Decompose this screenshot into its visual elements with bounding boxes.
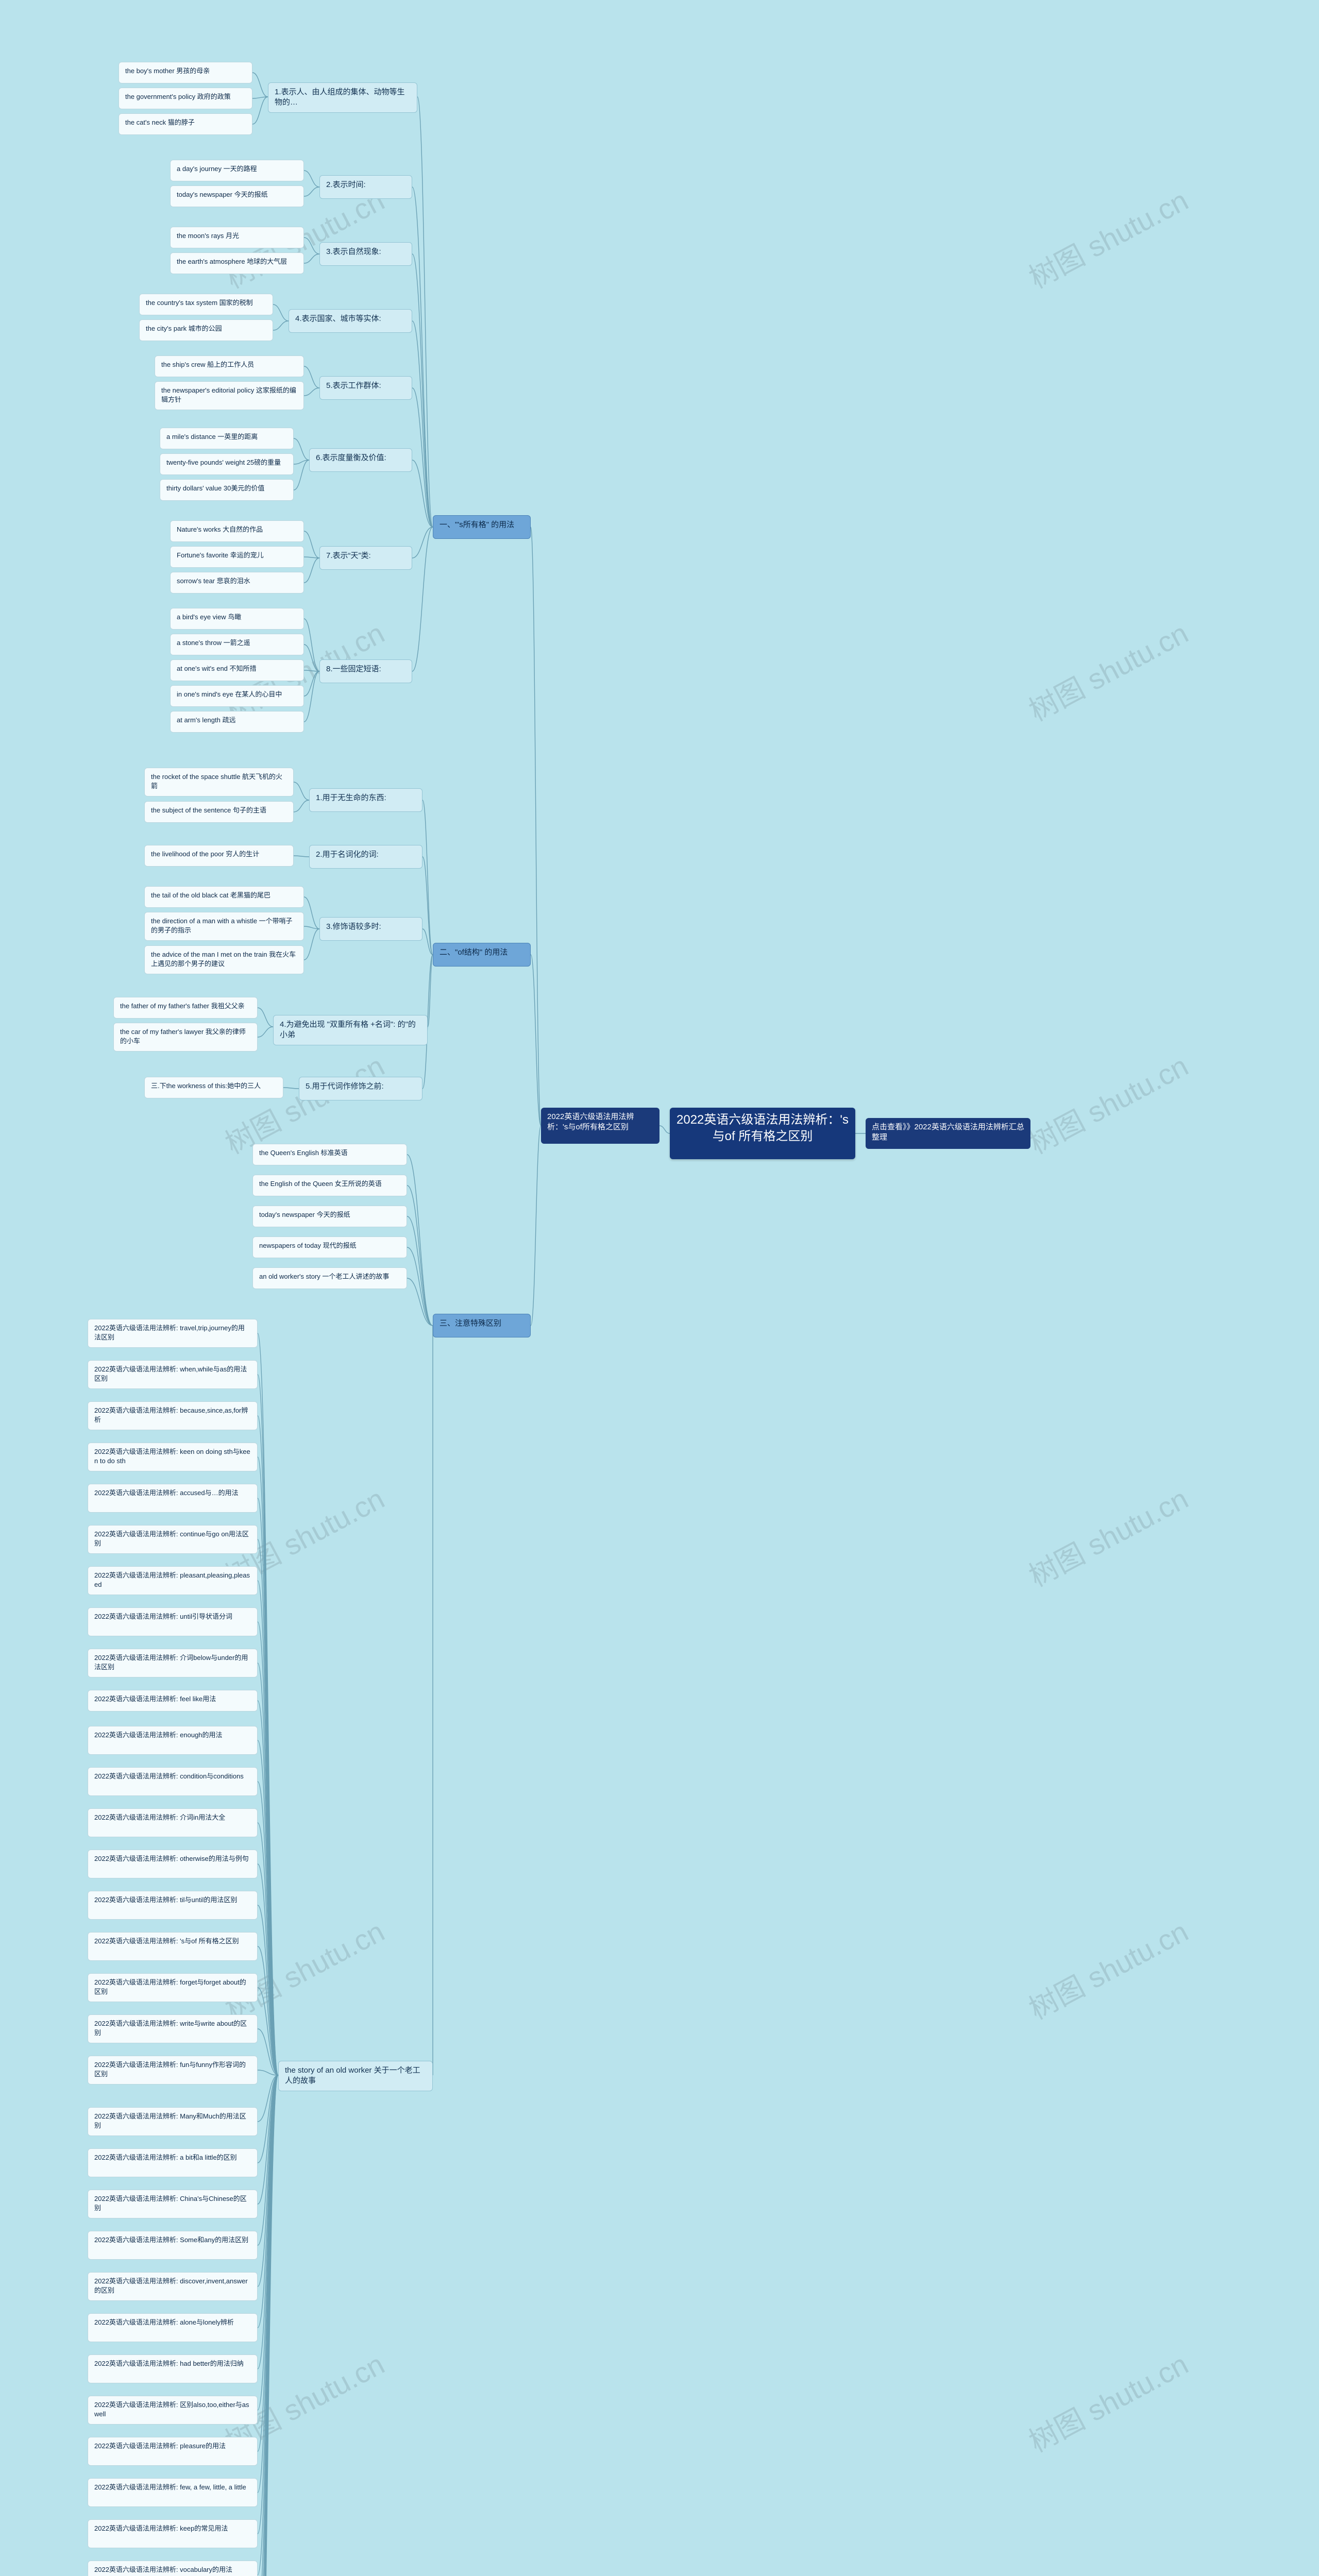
node-g1b[interactable]: the government's policy 政府的政策 xyxy=(119,88,252,109)
node-g7c[interactable]: sorrow's tear 悲哀的泪水 xyxy=(170,572,304,594)
node-g2a[interactable]: a day's journey 一天的路程 xyxy=(170,160,304,181)
watermark: 树图 shutu.cn xyxy=(1021,1476,1195,1595)
node-h3c[interactable]: the advice of the man I met on the train… xyxy=(144,945,304,974)
node-g6[interactable]: 6.表示度量衡及价值: xyxy=(309,448,412,472)
node-st[interactable]: the story of an old worker 关于一个老工人的故事 xyxy=(278,2061,433,2091)
node-h3[interactable]: 3.修饰语较多时: xyxy=(319,917,422,941)
node-h5a[interactable]: 三.下the workness of this:她中的三人 xyxy=(144,1077,283,1098)
node-r30[interactable]: 2022英语六级语法用法辨析: keep的常见用法 xyxy=(88,2519,258,2548)
node-r14[interactable]: 2022英语六级语法用法辨析: otherwise的用法与例句 xyxy=(88,1850,258,1878)
node-g5[interactable]: 5.表示工作群体: xyxy=(319,376,412,400)
node-h1[interactable]: 1.用于无生命的东西: xyxy=(309,788,422,812)
node-r29[interactable]: 2022英语六级语法用法辨析: few, a few, little, a li… xyxy=(88,2478,258,2507)
node-t3[interactable]: today's newspaper 今天的报纸 xyxy=(252,1206,407,1227)
node-h1b[interactable]: the subject of the sentence 句子的主语 xyxy=(144,801,294,823)
node-g3a[interactable]: the moon's rays 月光 xyxy=(170,227,304,248)
node-r11[interactable]: 2022英语六级语法用法辨析: enough的用法 xyxy=(88,1726,258,1755)
node-h4a[interactable]: the father of my father's father 我祖父父亲 xyxy=(113,997,258,1019)
node-r03[interactable]: 2022英语六级语法用法辨析: because,since,as,for辨析 xyxy=(88,1401,258,1430)
node-g3[interactable]: 3.表示自然现象: xyxy=(319,242,412,266)
node-g2[interactable]: 2.表示时间: xyxy=(319,175,412,199)
node-r23[interactable]: 2022英语六级语法用法辨析: Some和any的用法区别 xyxy=(88,2231,258,2260)
node-h2[interactable]: 2.用于名词化的词: xyxy=(309,845,422,869)
node-h4b[interactable]: the car of my father's lawyer 我父亲的律师的小车 xyxy=(113,1023,258,1052)
node-g4[interactable]: 4.表示国家、城市等实体: xyxy=(289,309,412,333)
node-g7a[interactable]: Nature's works 大自然的作品 xyxy=(170,520,304,542)
node-h4[interactable]: 4.为避免出现 "双重所有格 +名词": 的"的小弟 xyxy=(273,1015,428,1045)
watermark: 树图 shutu.cn xyxy=(1021,2342,1195,2461)
node-h5[interactable]: 5.用于代词作修饰之前: xyxy=(299,1077,422,1100)
node-r02[interactable]: 2022英语六级语法用法辨析: when,while与as的用法区别 xyxy=(88,1360,258,1389)
watermark: 树图 shutu.cn xyxy=(1021,178,1195,297)
node-g3b[interactable]: the earth's atmosphere 地球的大气层 xyxy=(170,252,304,274)
node-g1c[interactable]: the cat's neck 猫的脖子 xyxy=(119,113,252,135)
node-r28[interactable]: 2022英语六级语法用法辨析: pleasure的用法 xyxy=(88,2437,258,2466)
node-s2[interactable]: 二、"of结构" 的用法 xyxy=(433,943,531,967)
node-r19[interactable]: 2022英语六级语法用法辨析: fun与funny作形容词的区别 xyxy=(88,2056,258,2084)
node-g5a[interactable]: the ship's crew 船上的工作人员 xyxy=(155,355,304,377)
node-s1[interactable]: 一、"'s所有格" 的用法 xyxy=(433,515,531,539)
node-r13[interactable]: 2022英语六级语法用法辨析: 介词in用法大全 xyxy=(88,1808,258,1837)
node-r18[interactable]: 2022英语六级语法用法辨析: write与write about的区别 xyxy=(88,2014,258,2043)
node-r08[interactable]: 2022英语六级语法用法辨析: until引导状语分词 xyxy=(88,1607,258,1636)
node-g8a[interactable]: a bird's eye view 鸟瞰 xyxy=(170,608,304,630)
node-r24[interactable]: 2022英语六级语法用法辨析: discover,invent,answer的区… xyxy=(88,2272,258,2301)
node-t5[interactable]: an old worker's story 一个老工人讲述的故事 xyxy=(252,1267,407,1289)
node-r07[interactable]: 2022英语六级语法用法辨析: pleasant,pleasing,please… xyxy=(88,1566,258,1595)
node-r20[interactable]: 2022英语六级语法用法辨析: Many和Much的用法区别 xyxy=(88,2107,258,2136)
node-r04[interactable]: 2022英语六级语法用法辨析: keen on doing sth与keen t… xyxy=(88,1443,258,1471)
node-t1[interactable]: the Queen's English 标准英语 xyxy=(252,1144,407,1165)
node-r05[interactable]: 2022英语六级语法用法辨析: accused与…的用法 xyxy=(88,1484,258,1513)
node-g8[interactable]: 8.一些固定短语: xyxy=(319,659,412,683)
watermark: 树图 shutu.cn xyxy=(1021,1909,1195,2028)
node-g6c[interactable]: thirty dollars' value 30美元的价值 xyxy=(160,479,294,501)
node-r10[interactable]: 2022英语六级语法用法辨析: feel like用法 xyxy=(88,1690,258,1711)
node-t4[interactable]: newspapers of today 现代的报纸 xyxy=(252,1236,407,1258)
node-r06[interactable]: 2022英语六级语法用法辨析: continue与go on用法区别 xyxy=(88,1525,258,1554)
node-r17[interactable]: 2022英语六级语法用法辨析: forget与forget about的区别 xyxy=(88,1973,258,2002)
node-r25[interactable]: 2022英语六级语法用法辨析: alone与lonely辨析 xyxy=(88,2313,258,2342)
node-r15[interactable]: 2022英语六级语法用法辨析: til与until的用法区别 xyxy=(88,1891,258,1920)
node-h3b[interactable]: the direction of a man with a whistle 一个… xyxy=(144,912,304,941)
node-dup[interactable]: 2022英语六级语法用法辨析：'s与of所有格之区别 xyxy=(541,1108,660,1144)
watermark: 树图 shutu.cn xyxy=(1021,611,1195,730)
node-g1a[interactable]: the boy's mother 男孩的母亲 xyxy=(119,62,252,83)
node-g6b[interactable]: twenty-five pounds' weight 25磅的重量 xyxy=(160,453,294,475)
watermark: 树图 shutu.cn xyxy=(1021,1043,1195,1162)
node-h1a[interactable]: the rocket of the space shuttle 航天飞机的火箭 xyxy=(144,768,294,796)
node-g4a[interactable]: the country's tax system 国家的税制 xyxy=(139,294,273,315)
node-s3[interactable]: 三、注意特殊区别 xyxy=(433,1314,531,1337)
node-r01[interactable]: 2022英语六级语法用法辨析: travel,trip,journey的用法区别 xyxy=(88,1319,258,1348)
watermark: 树图 shutu.cn xyxy=(217,1909,391,2028)
node-r31[interactable]: 2022英语六级语法用法辨析: vocabulary的用法 xyxy=(88,2561,258,2576)
node-link[interactable]: 点击查看》》2022英语六级语法用法辨析汇总整理 xyxy=(866,1118,1030,1149)
node-r09[interactable]: 2022英语六级语法用法辨析: 介词below与under的用法区别 xyxy=(88,1649,258,1677)
node-g8d[interactable]: in one's mind's eye 在某人的心目中 xyxy=(170,685,304,707)
node-g8c[interactable]: at one's wit's end 不知所措 xyxy=(170,659,304,681)
node-r26[interactable]: 2022英语六级语法用法辨析: had better的用法归纳 xyxy=(88,2354,258,2383)
node-t2[interactable]: the English of the Queen 女王所说的英语 xyxy=(252,1175,407,1196)
node-r16[interactable]: 2022英语六级语法用法辨析: 's与of 所有格之区别 xyxy=(88,1932,258,1961)
node-r12[interactable]: 2022英语六级语法用法辨析: condition与conditions xyxy=(88,1767,258,1796)
node-g6a[interactable]: a mile's distance 一英里的距离 xyxy=(160,428,294,449)
node-g8b[interactable]: a stone's throw 一箭之遥 xyxy=(170,634,304,655)
node-r21[interactable]: 2022英语六级语法用法辨析: a bit和a little的区别 xyxy=(88,2148,258,2177)
node-h3a[interactable]: the tail of the old black cat 老黑猫的尾巴 xyxy=(144,886,304,908)
node-h2a[interactable]: the livelihood of the poor 穷人的生计 xyxy=(144,845,294,867)
node-g7b[interactable]: Fortune's favorite 幸运的宠儿 xyxy=(170,546,304,568)
node-g2b[interactable]: today's newspaper 今天的报纸 xyxy=(170,185,304,207)
node-r22[interactable]: 2022英语六级语法用法辨析: China's与Chinese的区别 xyxy=(88,2190,258,2218)
mindmap-stage: 树图 shutu.cn 树图 shutu.cn 树图 shutu.cn 树图 shut… xyxy=(0,0,1319,2576)
node-g7[interactable]: 7.表示“天”类: xyxy=(319,546,412,570)
node-g5b[interactable]: the newspaper's editorial policy 这家报纸的编辑… xyxy=(155,381,304,410)
node-g4b[interactable]: the city's park 城市的公园 xyxy=(139,319,273,341)
node-root[interactable]: 2022英语六级语法用法辨析：'s与of 所有格之区别 xyxy=(670,1108,855,1159)
node-g1[interactable]: 1.表示人、由人组成的集体、动物等生物的… xyxy=(268,82,417,113)
node-g8e[interactable]: at arm's length 疏远 xyxy=(170,711,304,733)
node-r27[interactable]: 2022英语六级语法用法辨析: 区别also,too,either与as wel… xyxy=(88,2396,258,2425)
